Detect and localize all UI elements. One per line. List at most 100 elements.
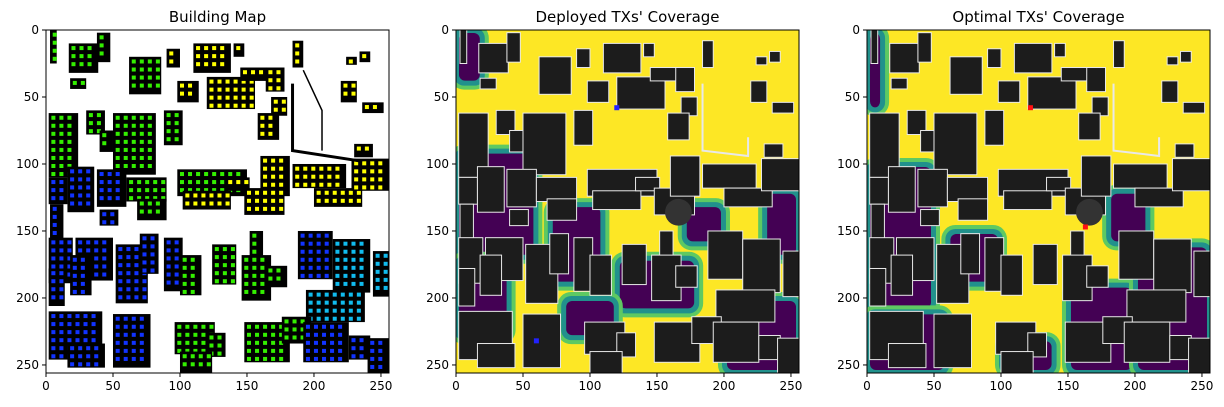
x-tick-label: 100 [579, 379, 602, 393]
building-marker [249, 79, 254, 84]
building [1086, 67, 1106, 93]
building-marker [233, 103, 238, 108]
building-marker [155, 67, 160, 72]
building-marker [284, 319, 289, 324]
building-marker [83, 314, 88, 319]
building-marker [52, 40, 57, 45]
building-marker [263, 166, 268, 171]
building-marker [332, 292, 337, 297]
building-marker [295, 174, 300, 179]
building-marker [249, 95, 254, 100]
building-marker [150, 244, 155, 249]
building-marker [201, 201, 206, 206]
building-marker [67, 147, 72, 152]
y-tick-label: 100 [426, 157, 449, 171]
building-marker [51, 264, 56, 269]
building [1118, 230, 1155, 280]
building-marker [370, 169, 375, 174]
building-marker [230, 255, 235, 260]
building [707, 230, 744, 280]
building-marker [166, 248, 171, 253]
building-marker [241, 87, 246, 92]
building-marker [51, 287, 56, 292]
building-marker [139, 316, 144, 321]
building-marker [123, 123, 128, 128]
building-marker [332, 198, 337, 203]
building-marker [51, 115, 56, 120]
building-marker [222, 279, 227, 284]
building-marker [139, 332, 144, 337]
building-marker [335, 265, 340, 270]
building-marker [115, 324, 120, 329]
building-marker [161, 180, 166, 185]
building-marker [279, 324, 284, 329]
building-marker [375, 277, 380, 282]
building-marker [52, 56, 57, 61]
building [889, 42, 920, 74]
building-marker [230, 263, 235, 268]
building-marker [70, 193, 75, 198]
building [478, 42, 509, 74]
building-marker [102, 212, 107, 217]
building-marker [338, 332, 343, 337]
building-marker [131, 316, 136, 321]
building-marker [356, 308, 361, 313]
building [206, 76, 256, 110]
building-marker [75, 314, 80, 319]
building-marker [244, 273, 249, 278]
building-marker [348, 198, 353, 203]
building [70, 78, 87, 89]
building-marker [118, 271, 123, 276]
building-marker [147, 59, 152, 64]
building-marker [67, 240, 72, 245]
building [163, 110, 183, 146]
building-marker [155, 209, 160, 214]
building-marker [217, 95, 222, 100]
building-marker [308, 241, 313, 246]
building-marker [94, 256, 99, 261]
building-marker [134, 279, 139, 284]
building-marker [324, 308, 329, 313]
building-marker [83, 330, 88, 335]
building-marker [72, 257, 77, 262]
building-marker [271, 324, 276, 329]
building-marker [78, 346, 83, 351]
building-marker [236, 180, 241, 185]
building-marker [96, 121, 101, 126]
building-marker [316, 241, 321, 246]
building-marker [67, 163, 72, 169]
building-marker [271, 166, 276, 171]
x-tick-label: 250 [370, 379, 393, 393]
building-marker [220, 180, 225, 185]
building-marker [276, 276, 281, 281]
building-marker [308, 233, 313, 238]
building-marker [185, 201, 190, 206]
building-marker [67, 330, 72, 335]
building-marker [375, 261, 380, 266]
building-marker [255, 198, 260, 203]
building-marker [313, 332, 318, 337]
building-marker [174, 272, 179, 277]
building-marker [305, 340, 310, 345]
building-marker [359, 273, 364, 278]
building-marker [59, 163, 64, 169]
building-marker [179, 83, 185, 88]
building-marker [166, 272, 171, 277]
building-marker [340, 198, 345, 203]
building-marker [78, 177, 83, 182]
building-marker [131, 75, 136, 80]
building-marker [59, 139, 64, 144]
building-marker [324, 233, 329, 238]
building-marker [222, 255, 227, 260]
building-marker [340, 190, 345, 195]
building-marker [279, 190, 284, 195]
building-marker [196, 172, 201, 177]
building-marker [131, 67, 136, 72]
building-marker [295, 51, 300, 56]
building-marker [115, 188, 120, 193]
wall [701, 83, 750, 158]
building-marker [75, 330, 80, 335]
building-marker [212, 172, 217, 177]
building-marker [196, 180, 201, 185]
building-marker [115, 155, 120, 160]
